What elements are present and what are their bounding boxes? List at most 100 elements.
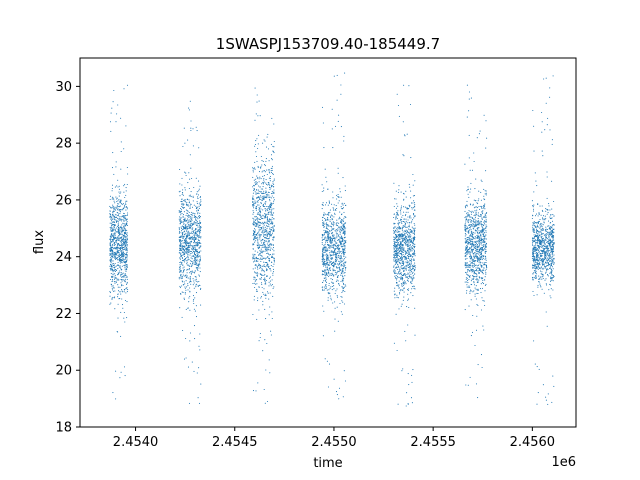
data-point [273, 225, 275, 227]
data-point [195, 218, 197, 220]
data-point [400, 256, 402, 258]
data-point [474, 241, 476, 243]
data-point [324, 271, 326, 273]
data-point [329, 287, 331, 289]
data-point [256, 94, 258, 96]
data-point [124, 232, 126, 234]
data-point [188, 402, 191, 404]
data-point [397, 249, 399, 251]
data-point [322, 234, 324, 236]
data-point [329, 252, 331, 254]
data-point [335, 205, 337, 207]
data-point [182, 216, 184, 218]
data-point [189, 287, 191, 289]
data-point [120, 242, 122, 244]
data-point [341, 291, 343, 294]
data-point [321, 261, 323, 263]
data-point [329, 295, 331, 297]
data-point [265, 160, 267, 162]
data-point [190, 167, 192, 169]
data-point [263, 388, 265, 391]
data-point [326, 226, 328, 228]
data-point [253, 179, 255, 181]
data-point [470, 188, 472, 190]
data-point [187, 307, 189, 309]
data-point [114, 186, 116, 188]
data-point [399, 243, 401, 246]
data-point [124, 265, 126, 267]
data-point [109, 251, 111, 253]
data-point [409, 103, 412, 106]
data-point [119, 240, 121, 242]
data-point [257, 245, 259, 247]
data-point [193, 287, 195, 289]
data-point [468, 157, 470, 159]
data-point [114, 252, 116, 254]
data-point [472, 245, 474, 247]
data-point [192, 227, 194, 229]
data-point [480, 215, 482, 217]
data-point [268, 182, 270, 184]
data-point [270, 206, 272, 208]
data-point [126, 268, 128, 270]
data-point [481, 205, 483, 207]
data-point [192, 271, 194, 273]
data-point [272, 173, 274, 175]
data-point [265, 282, 267, 284]
data-point [326, 222, 328, 224]
data-point [412, 173, 414, 176]
data-point [344, 251, 346, 253]
data-point [397, 273, 399, 275]
data-point [110, 240, 112, 242]
data-point [111, 220, 113, 222]
data-point [113, 297, 115, 299]
data-point [191, 224, 193, 226]
data-point [191, 260, 193, 262]
data-point [187, 259, 189, 261]
data-point [334, 245, 336, 247]
data-point [403, 84, 405, 86]
data-point [411, 288, 413, 290]
data-point [189, 241, 191, 243]
data-point [196, 232, 198, 234]
data-point [325, 246, 327, 248]
data-point [115, 231, 117, 233]
data-point [323, 222, 325, 224]
data-point [402, 273, 405, 275]
data-point [271, 255, 273, 257]
data-point [119, 258, 121, 260]
data-point [183, 246, 185, 248]
data-point [109, 207, 112, 209]
data-point [337, 270, 339, 272]
data-point [195, 239, 197, 241]
data-point [272, 180, 274, 183]
data-point [193, 251, 195, 253]
data-point [264, 273, 266, 275]
data-point [400, 234, 402, 236]
data-point [126, 206, 128, 208]
data-point [259, 259, 261, 261]
data-point [393, 222, 395, 224]
data-point [193, 186, 195, 189]
data-point [327, 262, 329, 264]
data-point [345, 256, 347, 258]
data-point [200, 242, 202, 244]
data-point [270, 193, 273, 195]
data-point [255, 155, 258, 158]
data-point [475, 215, 477, 217]
data-point [127, 289, 129, 291]
data-point [331, 289, 333, 291]
data-point [191, 264, 193, 267]
data-point [485, 259, 487, 261]
data-point [406, 264, 408, 266]
data-point [194, 310, 196, 312]
data-point [267, 252, 269, 254]
data-point [323, 273, 325, 276]
data-point [120, 117, 122, 119]
data-point [268, 266, 270, 269]
data-point [120, 225, 122, 227]
data-point [256, 217, 259, 219]
data-point [269, 280, 272, 282]
data-point [196, 283, 198, 285]
data-point [115, 242, 117, 244]
